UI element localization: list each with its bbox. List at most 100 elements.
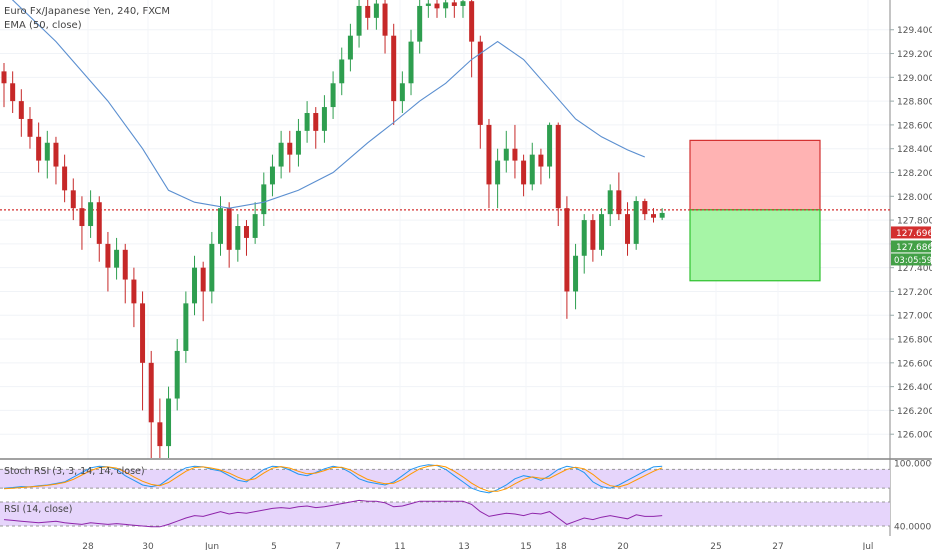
candle [122,243,128,304]
candle-body [503,148,509,161]
indicator-series-k [3,464,663,494]
candle-body [564,208,570,292]
price-tick-label: 129.400 [897,26,932,36]
candle-body [157,422,163,447]
candle-body [44,142,50,161]
price-tick-label: 128.400 [897,145,932,155]
price-tick-label: 126.000 [897,431,932,441]
current-price-label: 127.696 [891,226,932,239]
candle [53,136,59,185]
candle [529,142,535,191]
candle [538,148,544,185]
candle-body [192,267,198,304]
candle-body [36,136,42,161]
candle-body [88,202,94,227]
candle-body [555,124,561,209]
time-tick-label: 25 [710,542,721,550]
candle-body [486,124,492,185]
candle-body [607,190,613,215]
candle-body [399,83,405,102]
candle [295,118,301,167]
candle [243,220,249,256]
candle [564,196,570,319]
candle-body [373,3,379,18]
candle [192,255,198,316]
price-tick-label: 127.000 [897,312,932,322]
candle [347,23,353,72]
candle [330,71,336,119]
candle-body [417,5,423,42]
candle-body [166,398,172,447]
candle-body [330,83,336,108]
candle-body [529,154,535,185]
candle [313,107,319,149]
candle-body [114,249,120,268]
indicator-band [0,469,890,489]
time-axis: 28 30 Jun 5 7 11 13 15 18 20 25 27 Jul [82,542,873,552]
time-tick-label: 11 [394,542,405,550]
candle [607,184,613,227]
time-tick-label: Jun [204,542,219,550]
indicator-series-d [3,464,663,492]
position-boxes [689,139,821,282]
time-tick-label: 7 [335,542,341,550]
candle [616,172,622,221]
time-tick-label: 15 [520,542,531,550]
candle [62,154,68,203]
candle [642,198,648,221]
candle-body [209,243,215,292]
candle-body [105,243,111,268]
price-tick-label: 126.800 [897,336,932,346]
candle-body [425,3,431,6]
candle [590,214,596,262]
candle [512,124,518,179]
candle-body [382,3,388,36]
candle [555,122,561,227]
candle [269,154,275,197]
candle-body [226,208,232,250]
candle-body [347,35,353,60]
candle [70,178,76,221]
price-tick-label: 126.600 [897,359,932,369]
candle-body [287,142,293,155]
candle [391,23,397,125]
candle-body [269,166,275,185]
indicator-title: Stoch RSI (3, 3, 14, 14, close) [4,466,145,477]
candle [44,130,50,179]
candle [356,0,362,48]
price-tick-label: 126.200 [897,407,932,417]
candle [451,0,457,18]
candle-body [547,124,553,167]
candle [365,0,371,30]
candle [417,0,423,54]
candle [174,339,180,411]
current-price-badge [891,226,931,239]
candle-body [140,303,146,363]
take-profit-box [689,209,821,282]
candle-body [451,2,457,6]
candle-body [512,148,518,161]
candle-body [633,201,639,244]
candle-body [313,113,319,131]
candle [18,89,24,137]
time-tick-label: 20 [617,542,629,550]
indicator-tick-label: 40.0000 [894,523,931,533]
candle-body [477,41,483,125]
candle [495,148,501,209]
candle-body [10,83,16,102]
countdown-label: 03:05:59 [891,253,932,266]
candle-body [174,350,180,399]
candle [373,0,379,30]
candle [252,202,258,244]
candle [408,29,414,96]
candle [486,118,492,209]
candle [96,196,102,262]
indicator-series-rsi [3,499,663,528]
candle-body [295,130,301,155]
candle-body [495,160,501,185]
candle [399,71,405,114]
indicator-title: RSI (14, close) [4,504,72,515]
candle-body [521,160,527,185]
